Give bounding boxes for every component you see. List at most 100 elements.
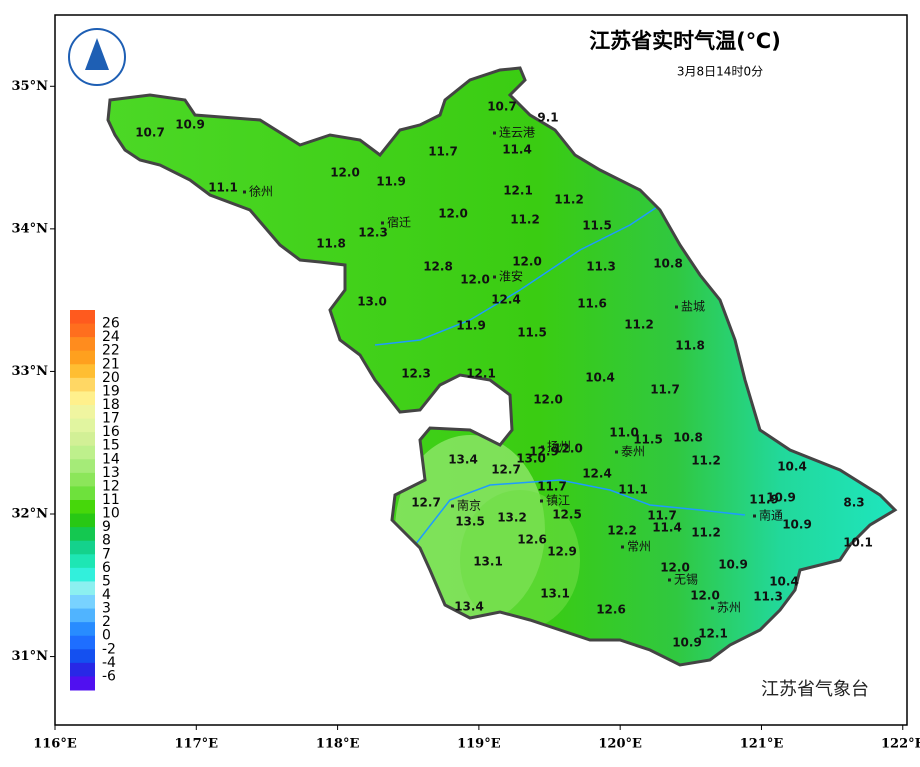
legend-label: 16 <box>102 424 120 440</box>
station-value: 10.8 <box>653 257 683 271</box>
station-value: 10.4 <box>769 575 799 589</box>
station-value: 10.9 <box>718 558 748 572</box>
station-value: 11.5 <box>582 219 612 233</box>
station-value: 11.2 <box>554 193 584 207</box>
station-value: 11.1 <box>618 483 648 497</box>
station-value: 11.7 <box>647 509 677 523</box>
legend-label: 5 <box>102 573 111 589</box>
legend-swatch <box>70 581 95 596</box>
credit: 江苏省气象台 <box>761 679 869 700</box>
station-value: 11.9 <box>456 319 486 333</box>
legend-label: 12 <box>102 478 120 494</box>
legend-label: -2 <box>102 641 116 657</box>
station-value: 13.1 <box>540 587 570 601</box>
station-value: 13.0 <box>516 452 546 466</box>
city-dot <box>621 545 624 549</box>
city-name: 连云港 <box>499 125 535 140</box>
station-value: 12.0 <box>460 273 490 287</box>
station-value: 12.6 <box>596 603 626 617</box>
city-name: 徐州 <box>249 184 273 199</box>
legend-swatch <box>70 459 95 474</box>
legend-swatch <box>70 554 95 569</box>
station-value: 13.5 <box>455 515 485 529</box>
station-value: 11.8 <box>316 237 346 251</box>
station-value: 12.6 <box>517 533 547 547</box>
legend-label: 11 <box>102 492 120 508</box>
legend-label: 9 <box>102 519 111 535</box>
station-value: 12.0 <box>690 589 720 603</box>
station-value: 11.6 <box>577 297 607 311</box>
station-value: 11.2 <box>510 213 540 227</box>
legend-label: -4 <box>102 655 116 671</box>
legend-label: 18 <box>102 397 120 413</box>
logo-icon <box>85 38 109 70</box>
legend-swatch <box>70 323 95 338</box>
legend-label: 24 <box>102 329 120 345</box>
station-value: 12.5 <box>552 508 582 522</box>
legend-swatch <box>70 595 95 610</box>
city-dot <box>493 131 496 135</box>
station-value: 11.0 <box>609 426 639 440</box>
legend-label: 15 <box>102 438 120 454</box>
legend-label: 26 <box>102 316 120 332</box>
city-name: 泰州 <box>621 445 645 459</box>
city-dot <box>451 504 454 508</box>
station-value: 12.7 <box>491 463 521 477</box>
legend-label: 3 <box>102 601 111 617</box>
station-value: 11.2 <box>624 318 654 332</box>
legend-swatch <box>70 418 95 433</box>
legend-swatch <box>70 513 95 528</box>
station-value: 12.1 <box>503 184 533 198</box>
station-value: 12.9 <box>529 445 559 459</box>
city-name: 苏州 <box>717 601 741 615</box>
x-tick-label: 118°E <box>316 737 360 752</box>
frame <box>54 14 908 726</box>
legend-swatch <box>70 472 95 487</box>
station-value: 10.9 <box>175 118 205 132</box>
x-tick-label: 120°E <box>598 737 642 752</box>
y-tick-label: 34°N <box>12 221 49 236</box>
y-tick-label: 33°N <box>12 364 49 379</box>
legend-label: 4 <box>102 587 111 603</box>
station-value: 12.0 <box>660 561 690 575</box>
station-value: 12.0 <box>438 207 468 221</box>
legend-swatch <box>70 567 95 582</box>
station-value: 13.1 <box>473 555 503 569</box>
legend-label: 8 <box>102 533 111 549</box>
city-dot <box>493 275 496 279</box>
legend-label: 20 <box>102 370 120 386</box>
station-value: 11.3 <box>586 260 616 274</box>
legend-swatch <box>70 350 95 365</box>
station-value: 11.4 <box>652 521 682 535</box>
x-tick-label: 116°E <box>33 737 77 752</box>
station-value: 12.4 <box>491 293 521 307</box>
station-value: 11.9 <box>376 175 406 189</box>
legend-swatch <box>70 527 95 542</box>
title: 江苏省实时气温(℃) <box>589 29 781 53</box>
legend-swatch <box>70 622 95 637</box>
legend-label: 10 <box>102 506 120 522</box>
x-tick-label: 121°E <box>740 737 784 752</box>
legend-swatch <box>70 486 95 501</box>
station-value: 12.3 <box>401 367 431 381</box>
station-value: 12.0 <box>533 393 563 407</box>
legend-label: 14 <box>102 451 120 467</box>
station-value: 10.8 <box>673 431 703 445</box>
city-name: 宿迁 <box>387 215 411 230</box>
station-value: 11.7 <box>537 480 567 494</box>
station-value: 10.9 <box>766 491 796 505</box>
station-value: 13.0 <box>357 295 387 309</box>
x-tick-label: 119°E <box>457 737 501 752</box>
station-value: 11.8 <box>675 339 705 353</box>
legend-swatch <box>70 377 95 392</box>
city-dot <box>243 190 246 194</box>
city-dot <box>675 305 678 309</box>
legend-swatch <box>70 500 95 515</box>
legend-label: 17 <box>102 411 120 427</box>
station-value: 12.1 <box>466 367 496 381</box>
station-value: 12.0 <box>512 255 542 269</box>
station-value: 11.5 <box>517 326 547 340</box>
station-value: 11.7 <box>428 145 458 159</box>
station-value: 11.2 <box>691 454 721 468</box>
legend-swatch <box>70 391 95 406</box>
